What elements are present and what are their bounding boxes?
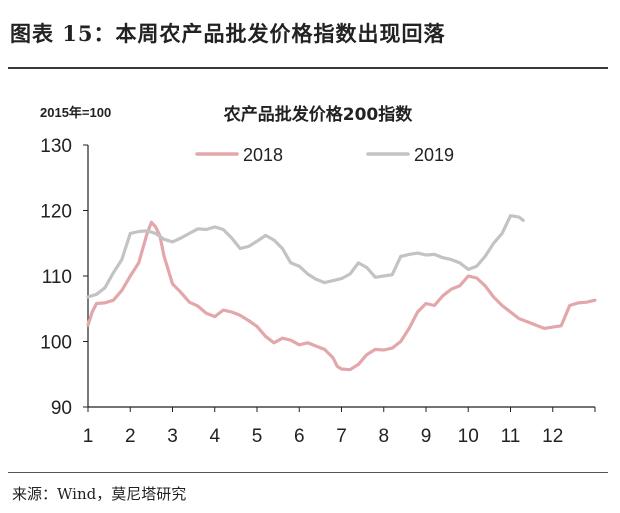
legend-label-2019: 2019 xyxy=(414,145,454,165)
x-tick-label: 7 xyxy=(336,426,347,447)
x-tick-group: 1 2 3 4 5 6 7 8 9 10 11 12 xyxy=(83,407,596,447)
y-tick-label: 130 xyxy=(40,136,72,157)
x-tick-label: 10 xyxy=(458,426,479,447)
y-tick-label: 100 xyxy=(40,333,72,354)
x-tick-label: 6 xyxy=(294,426,305,447)
x-tick-label: 8 xyxy=(378,426,389,447)
x-tick-label: 2 xyxy=(125,426,136,447)
x-tick-label: 1 xyxy=(83,426,94,447)
plot-lines xyxy=(86,214,597,372)
base-note: 2015年=100 xyxy=(40,105,111,120)
series-line-2018 xyxy=(86,220,597,372)
x-tick-label: 11 xyxy=(501,426,521,447)
y-tick-label: 110 xyxy=(42,267,72,288)
legend-label-2018: 2018 xyxy=(243,145,283,165)
figure-title: 图表 15：本周农产品批发价格指数出现回落 xyxy=(10,21,446,46)
line-chart: 2015年=100 农产品批发价格200指数 2018 2019 90100110… xyxy=(40,104,597,447)
x-tick-label: 5 xyxy=(252,426,263,447)
y-tick-label: 90 xyxy=(51,398,72,419)
legend: 2018 2019 xyxy=(195,145,454,165)
x-tick-label: 4 xyxy=(209,426,220,447)
x-tick-label: 9 xyxy=(421,426,432,447)
x-tick-label: 3 xyxy=(167,426,178,447)
source-note: 来源：Wind，莫尼塔研究 xyxy=(12,485,187,503)
series-line-2019 xyxy=(86,214,525,299)
chart-title: 农产品批发价格200指数 xyxy=(223,104,413,125)
x-tick-label: 12 xyxy=(542,426,563,447)
y-tick-group: 90 100 110 120 130 xyxy=(40,136,88,419)
title-rule xyxy=(8,67,608,69)
source-rule xyxy=(8,472,608,473)
y-tick-label: 120 xyxy=(40,202,72,223)
